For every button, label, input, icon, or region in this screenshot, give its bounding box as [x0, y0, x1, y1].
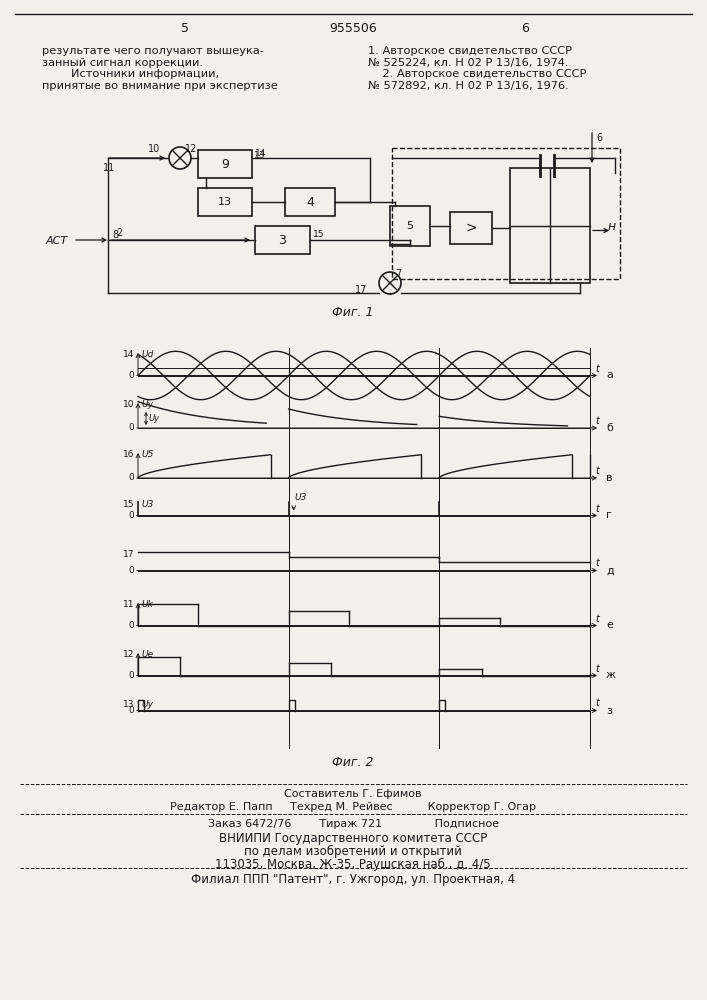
Text: 0: 0 — [128, 511, 134, 520]
Text: ж: ж — [606, 670, 616, 680]
Text: Фиг. 1: Фиг. 1 — [332, 306, 374, 319]
Text: Редактор Е. Папп     Техред М. Рейвес          Корректор Г. Огар: Редактор Е. Папп Техред М. Рейвес Коррек… — [170, 802, 536, 812]
Text: t: t — [595, 363, 599, 373]
Text: 15: 15 — [313, 230, 325, 239]
Text: н: н — [608, 221, 616, 233]
Text: 0: 0 — [128, 706, 134, 715]
Text: 3: 3 — [279, 233, 286, 246]
Bar — [390, 206, 430, 246]
Text: 13: 13 — [122, 700, 134, 709]
Text: по делам изобретений и открытий: по делам изобретений и открытий — [244, 845, 462, 858]
Text: t: t — [595, 558, 599, 568]
Bar — [392, 148, 620, 279]
Bar — [198, 150, 252, 178]
Text: 14: 14 — [255, 149, 267, 158]
Text: д: д — [606, 566, 614, 576]
Text: в: в — [606, 473, 612, 483]
Text: 16: 16 — [122, 450, 134, 459]
Text: 14: 14 — [122, 350, 134, 359]
Text: з: з — [606, 706, 612, 716]
Text: 10: 10 — [122, 400, 134, 409]
Bar — [285, 188, 335, 216]
Text: 9: 9 — [221, 157, 229, 170]
Text: 8: 8 — [112, 230, 118, 240]
Text: 12: 12 — [122, 650, 134, 659]
Text: 7: 7 — [395, 269, 402, 279]
Text: Uy: Uy — [141, 400, 153, 409]
Text: 5: 5 — [407, 221, 414, 231]
Text: 0: 0 — [128, 371, 134, 380]
Bar — [198, 188, 252, 216]
Text: 15: 15 — [122, 500, 134, 509]
Text: результате чего получают вышеука-
занный сигнал коррекции.
        Источники инф: результате чего получают вышеука- занный… — [42, 46, 278, 91]
Text: >: > — [465, 221, 477, 235]
Text: t: t — [595, 664, 599, 674]
Text: 10: 10 — [148, 144, 160, 154]
Text: Uy: Uy — [149, 414, 160, 423]
Text: 0: 0 — [128, 424, 134, 432]
Bar — [255, 226, 310, 254]
Text: ВНИИПИ Государственного комитета СССР: ВНИИПИ Государственного комитета СССР — [219, 832, 487, 845]
Text: 11: 11 — [122, 600, 134, 609]
Text: 113035, Москва, Ж-35, Раушская наб., д. 4/5: 113035, Москва, Ж-35, Раушская наб., д. … — [215, 858, 491, 871]
Text: 0: 0 — [128, 621, 134, 630]
Text: U3: U3 — [295, 493, 307, 502]
Text: 13: 13 — [254, 151, 266, 160]
Text: 0: 0 — [128, 474, 134, 483]
Text: t: t — [595, 504, 599, 514]
Text: t: t — [595, 613, 599, 624]
Text: 0: 0 — [128, 566, 134, 575]
Text: б: б — [606, 423, 613, 433]
Text: е: е — [606, 620, 613, 631]
Text: Ud: Ud — [141, 350, 153, 359]
Text: Заказ 6472/76        Тираж 721               Подписное: Заказ 6472/76 Тираж 721 Подписное — [207, 819, 498, 829]
Text: U5: U5 — [141, 450, 153, 459]
Text: 2: 2 — [116, 228, 122, 238]
Bar — [450, 212, 492, 244]
Text: U3: U3 — [141, 500, 153, 509]
Text: Uk: Uk — [141, 600, 153, 609]
Text: 0: 0 — [128, 671, 134, 680]
Text: 4: 4 — [306, 196, 314, 209]
Text: 11: 11 — [103, 163, 115, 173]
Text: 1. Авторское свидетельство СССР
№ 525224, кл. Н 02 Р 13/16, 1974.
    2. Авторск: 1. Авторское свидетельство СССР № 525224… — [368, 46, 586, 91]
Text: 955506: 955506 — [329, 22, 377, 35]
Text: АСТ: АСТ — [46, 236, 68, 246]
Text: 5: 5 — [181, 22, 189, 35]
Text: Ue: Ue — [141, 650, 153, 659]
Text: г: г — [606, 510, 612, 520]
Text: 6: 6 — [596, 133, 602, 143]
Text: 12: 12 — [185, 144, 197, 154]
Text: Филиал ППП "Патент", г. Ужгород, ул. Проектная, 4: Филиал ППП "Патент", г. Ужгород, ул. Про… — [191, 873, 515, 886]
Text: Uy: Uy — [141, 700, 153, 709]
Text: 17: 17 — [122, 550, 134, 559]
Text: 13: 13 — [218, 197, 232, 207]
Text: 17: 17 — [355, 285, 368, 295]
Text: t: t — [595, 466, 599, 476]
Text: t: t — [595, 416, 599, 426]
Bar — [510, 168, 590, 283]
Text: 6: 6 — [521, 22, 529, 35]
Text: Фиг. 2: Фиг. 2 — [332, 756, 374, 769]
Text: Составитель Г. Ефимов: Составитель Г. Ефимов — [284, 789, 422, 799]
Text: а: а — [606, 370, 613, 380]
Text: t: t — [595, 698, 599, 708]
